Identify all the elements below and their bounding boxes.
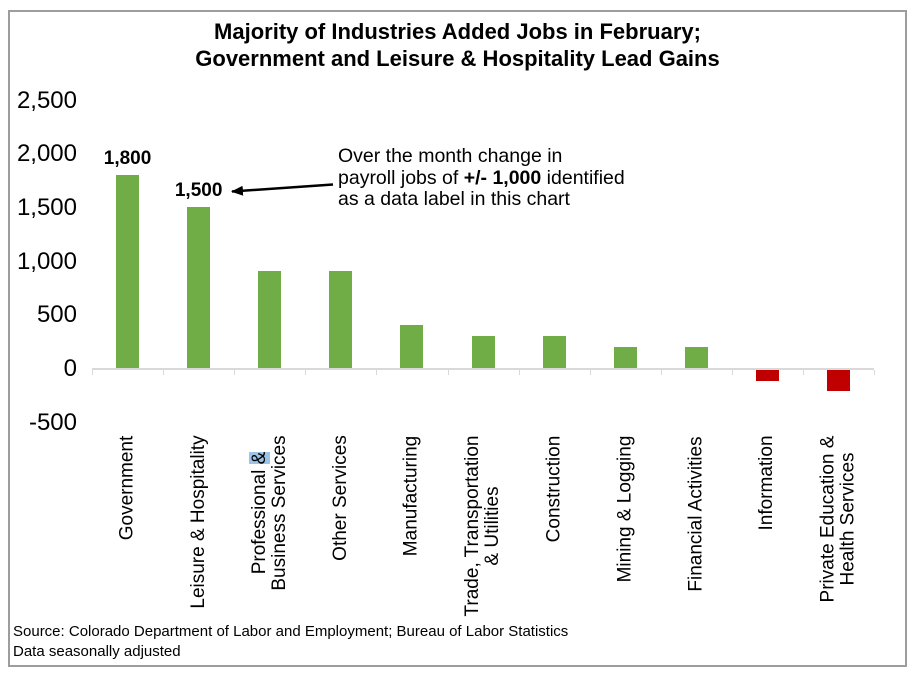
category-label: Professional & Business Services bbox=[248, 435, 290, 591]
chart-border-frame bbox=[8, 10, 907, 667]
annotation-line1: Over the month change in bbox=[338, 145, 625, 168]
annotation-note: Over the month change in payroll jobs of… bbox=[338, 145, 625, 211]
annotation-line2: payroll jobs of +/- 1,000 identified bbox=[338, 166, 625, 190]
category-label: Other Services bbox=[329, 435, 351, 561]
category-label: Mining & Logging bbox=[614, 435, 636, 582]
x-axis-tick bbox=[519, 370, 520, 375]
category-label: Manufacturing bbox=[400, 435, 422, 556]
x-axis-tick bbox=[234, 370, 235, 375]
y-axis-tick-label: -500 bbox=[28, 408, 77, 436]
category-label: Trade, Transportation & Utilities bbox=[462, 435, 504, 617]
bar bbox=[258, 271, 282, 368]
category-label: Information bbox=[756, 435, 778, 531]
bar bbox=[827, 370, 851, 392]
x-axis-tick bbox=[590, 370, 591, 375]
bar bbox=[116, 174, 140, 368]
highlighted-ampersand: & bbox=[248, 451, 270, 465]
bar bbox=[755, 370, 779, 381]
source-line1: Source: Colorado Department of Labor and… bbox=[13, 623, 569, 640]
y-axis-tick-label: 500 bbox=[36, 301, 77, 329]
bar bbox=[542, 335, 566, 368]
chart-title: Majority of Industries Added Jobs in Feb… bbox=[8, 18, 907, 72]
bar bbox=[187, 206, 211, 368]
chart-title-line2: Government and Leisure & Hospitality Lea… bbox=[195, 46, 720, 71]
annotation-bold-text: +/- 1,000 bbox=[463, 166, 542, 189]
x-axis-tick bbox=[803, 370, 804, 375]
category-label: Private Education & Health Services bbox=[817, 435, 859, 602]
annotation-text: identified bbox=[541, 166, 625, 189]
bar bbox=[329, 271, 353, 368]
y-axis-tick-label: 2,500 bbox=[16, 86, 77, 114]
x-axis-tick bbox=[661, 370, 662, 375]
annotation-text: payroll jobs of bbox=[338, 166, 464, 189]
x-axis-tick bbox=[874, 370, 875, 375]
y-axis-tick-label: 1,500 bbox=[16, 193, 77, 221]
annotation-text: Over the month change in bbox=[338, 145, 563, 167]
x-axis-tick bbox=[92, 370, 93, 375]
chart-title-line1: Majority of Industries Added Jobs in Feb… bbox=[214, 19, 701, 44]
bar bbox=[684, 346, 708, 368]
annotation-line3: as a data label in this chart bbox=[338, 188, 625, 211]
bar-value-label: 1,500 bbox=[174, 179, 223, 201]
category-label: Construction bbox=[543, 435, 565, 542]
bar bbox=[400, 325, 424, 368]
y-axis-tick-label: 0 bbox=[63, 355, 77, 382]
x-axis-tick bbox=[732, 370, 733, 375]
x-axis-line bbox=[92, 368, 875, 370]
x-axis-tick bbox=[376, 370, 377, 375]
bar-value-label: 1,800 bbox=[103, 147, 152, 169]
source-note: Source: Colorado Department of Labor and… bbox=[13, 622, 568, 662]
category-label: Leisure & Hospitality bbox=[187, 435, 209, 609]
category-label: Government bbox=[116, 435, 138, 540]
x-axis-tick bbox=[448, 370, 449, 375]
x-axis-tick bbox=[305, 370, 306, 375]
annotation-text: as a data label in this chart bbox=[338, 188, 570, 210]
bar bbox=[471, 335, 495, 368]
category-label: Financial Activities bbox=[685, 435, 707, 592]
source-line2: Data seasonally adjusted bbox=[13, 643, 181, 660]
y-axis-tick-label: 2,000 bbox=[16, 140, 77, 168]
bar bbox=[613, 346, 637, 368]
x-axis-tick bbox=[163, 370, 164, 375]
y-axis-tick-label: 1,000 bbox=[16, 247, 77, 275]
